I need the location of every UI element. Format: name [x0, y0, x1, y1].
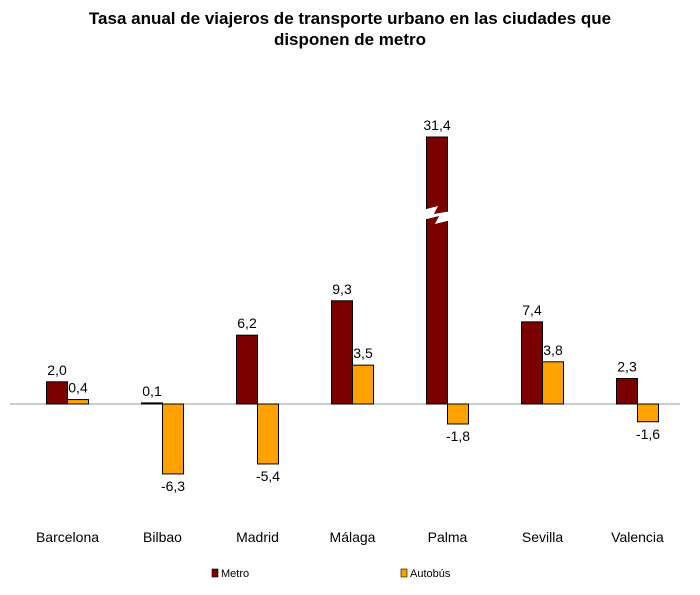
- legend-label-autobus: Autobús: [410, 568, 451, 580]
- bar-autobus-barcelona: [67, 399, 89, 405]
- data-label-metro-madrid: 6,2: [237, 315, 257, 331]
- bar-metro-palma: [426, 136, 448, 405]
- data-label-metro-sevilla: 7,4: [522, 302, 542, 318]
- x-tick-label-bilbao: Bilbao: [143, 529, 182, 545]
- data-label-autobus-barcelona: 0,4: [68, 380, 88, 396]
- bar-metro-madrid: [236, 334, 258, 405]
- bar-metro-valencia: [616, 377, 638, 405]
- bar-autobus-bilbao: [162, 403, 184, 475]
- chart-title-line-2: disponen de metro: [273, 30, 427, 49]
- legend-swatch-autobus: [400, 568, 408, 578]
- chart-title: Tasa anual de viajeros de transporte urb…: [0, 8, 700, 50]
- legend-swatch-metro: [211, 568, 219, 578]
- axis-break-marker: [422, 206, 452, 224]
- chart-title-line-1: Tasa anual de viajeros de transporte urb…: [88, 9, 612, 28]
- bar-metro-sevilla: [521, 321, 543, 405]
- data-label-autobus-malaga: 3,5: [353, 345, 373, 361]
- data-label-autobus-sevilla: 3,8: [543, 342, 563, 358]
- x-tick-label-madrid: Madrid: [236, 529, 279, 545]
- data-label-autobus-madrid: -5,4: [256, 468, 280, 484]
- x-tick-label-palma: Palma: [428, 529, 468, 545]
- data-label-autobus-valencia: -1,6: [636, 426, 660, 442]
- data-label-metro-valencia: 2,3: [617, 358, 637, 374]
- data-label-metro-barcelona: 2,0: [47, 362, 67, 378]
- bar-autobus-valencia: [637, 403, 659, 423]
- data-label-autobus-palma: -1,8: [446, 428, 470, 444]
- bar-autobus-palma: [447, 403, 469, 425]
- data-label-metro-palma: 31,4: [423, 117, 450, 133]
- x-tick-label-barcelona: Barcelona: [36, 529, 99, 545]
- data-label-metro-bilbao: 0,1: [142, 383, 162, 399]
- x-tick-label-malaga: Málaga: [330, 529, 376, 545]
- data-label-metro-malaga: 9,3: [332, 281, 352, 297]
- data-label-autobus-bilbao: -6,3: [161, 478, 185, 494]
- bar-metro-bilbao: [141, 402, 163, 405]
- legend-label-metro: Metro: [221, 568, 249, 580]
- x-tick-label-sevilla: Sevilla: [522, 529, 563, 545]
- x-tick-label-valencia: Valencia: [611, 529, 664, 545]
- bar-metro-barcelona: [46, 381, 68, 405]
- bar-autobus-madrid: [257, 403, 279, 465]
- bar-autobus-malaga: [352, 364, 374, 405]
- bar-autobus-sevilla: [542, 361, 564, 405]
- bar-metro-malaga: [331, 300, 353, 405]
